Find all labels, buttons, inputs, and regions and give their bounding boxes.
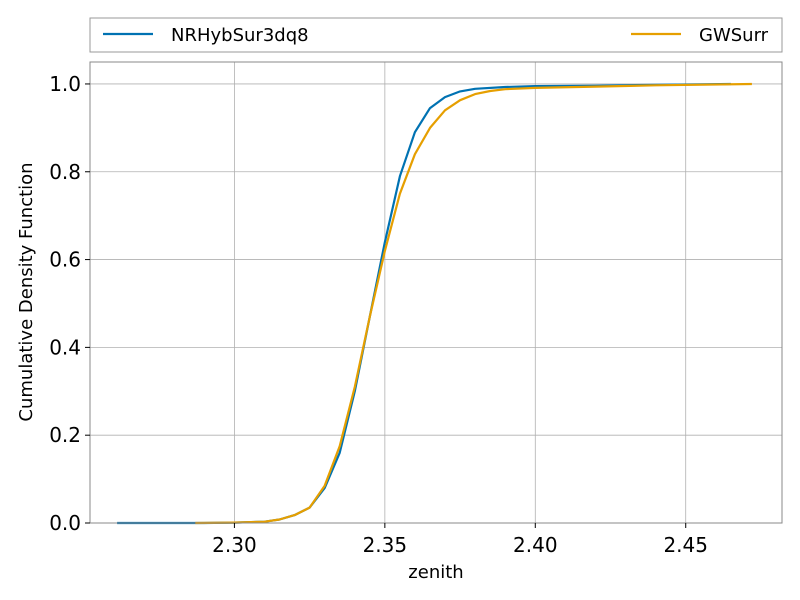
x-tick-label: 2.40 — [513, 533, 558, 557]
plot-area — [90, 62, 782, 523]
y-tick-label: 1.0 — [49, 72, 81, 96]
x-tick-label: 2.30 — [212, 533, 257, 557]
y-axis-ticks: 0.0 0.2 0.4 0.6 0.8 1.0 — [49, 72, 90, 535]
y-tick-label: 0.6 — [49, 248, 81, 272]
y-tick-label: 0.0 — [49, 511, 81, 535]
legend-label-gwsurr: GWSurr — [699, 25, 769, 46]
legend: NRHybSur3dq8 GWSurr — [89, 17, 783, 53]
y-tick-label: 0.8 — [49, 160, 81, 184]
y-tick-label: 0.4 — [49, 335, 81, 359]
x-axis-ticks: 2.30 2.35 2.40 2.45 — [212, 523, 708, 557]
plot-frame — [89, 61, 783, 524]
series-layer — [117, 82, 752, 525]
series-line-gwsurr — [195, 82, 752, 525]
y-axis-label: Cumulative Density Function — [16, 162, 37, 421]
x-tick-label: 2.45 — [663, 533, 708, 557]
legend-label-nrhybsur3dq8: NRHybSur3dq8 — [171, 25, 309, 46]
x-tick-label: 2.35 — [363, 533, 408, 557]
x-axis-label: zenith — [408, 562, 463, 583]
y-tick-label: 0.2 — [49, 423, 81, 447]
